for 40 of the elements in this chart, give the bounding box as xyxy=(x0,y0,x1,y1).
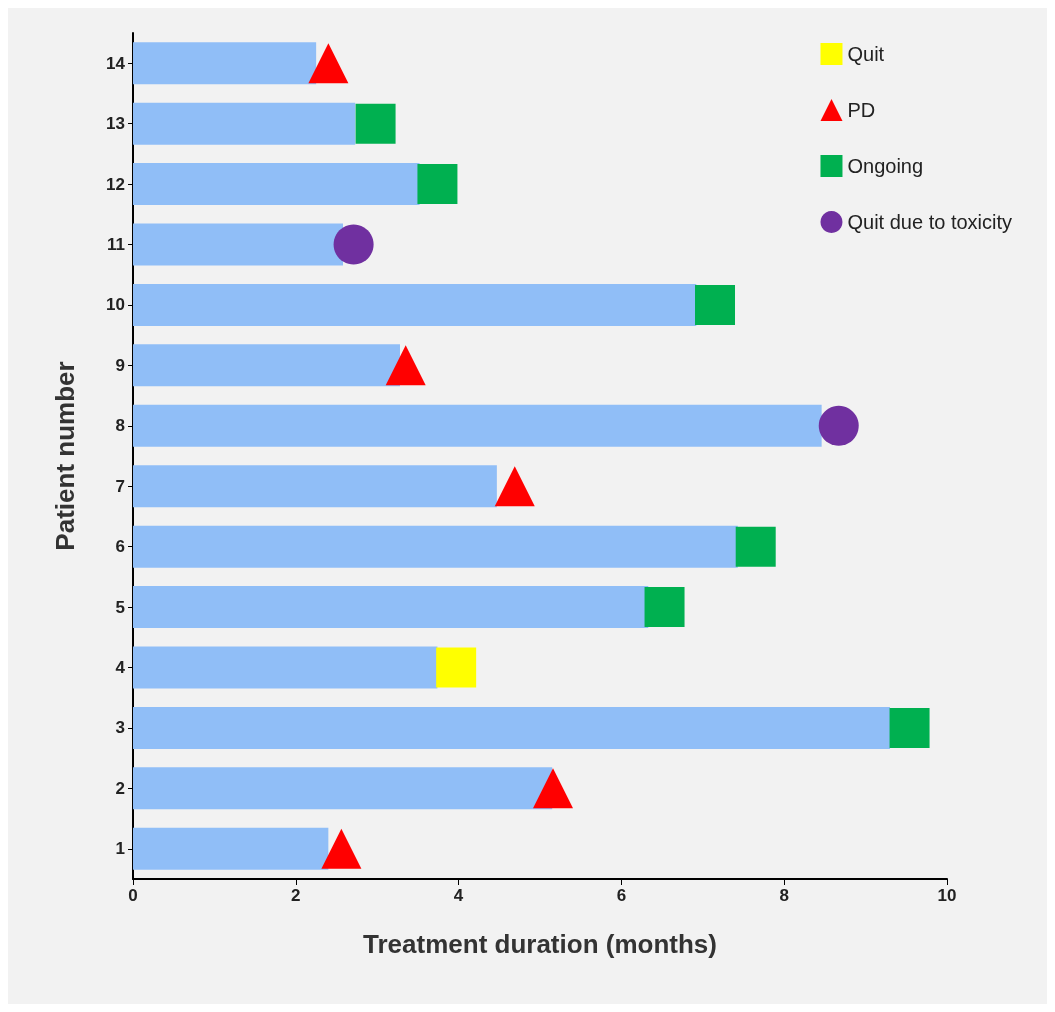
bar xyxy=(133,827,329,870)
bar xyxy=(133,525,738,568)
bar xyxy=(133,706,891,749)
y-tick-label: 8 xyxy=(115,416,125,436)
bar xyxy=(133,465,497,508)
y-tick-label: 1 xyxy=(115,839,125,859)
y-tick-label: 2 xyxy=(115,778,125,798)
y-tick-label: 3 xyxy=(115,718,125,738)
legend-label: Ongoing xyxy=(847,155,924,177)
bar xyxy=(133,42,317,85)
y-tick-label: 7 xyxy=(115,476,125,496)
y-tick-label: 5 xyxy=(115,597,125,617)
bar xyxy=(133,344,400,387)
bar xyxy=(133,223,344,266)
legend-label: PD xyxy=(847,99,876,121)
bar xyxy=(133,586,649,629)
x-tick-label: 10 xyxy=(937,886,957,905)
bar xyxy=(133,163,420,206)
y-tick-label: 12 xyxy=(106,174,125,194)
x-tick-label: 2 xyxy=(291,886,301,905)
legend-label: Quit due to toxicity xyxy=(847,211,1013,233)
x-tick-label: 6 xyxy=(616,886,627,905)
bar xyxy=(133,283,697,326)
x-tick-label: 8 xyxy=(779,886,789,905)
y-tick-label: 10 xyxy=(106,295,125,315)
bar xyxy=(133,767,553,810)
legend-label: Quit xyxy=(847,43,885,65)
y-tick-label: 11 xyxy=(107,235,125,254)
y-tick-label: 6 xyxy=(115,537,125,557)
y-axis-title: Patient number xyxy=(50,361,80,551)
x-axis-title: Treatment duration (months) xyxy=(363,929,717,959)
y-tick-label: 9 xyxy=(115,355,125,375)
bar xyxy=(133,102,356,145)
y-tick-label: 13 xyxy=(106,114,125,134)
y-tick-label: 14 xyxy=(106,53,126,73)
bar xyxy=(133,404,822,447)
x-tick-label: 0 xyxy=(128,886,138,905)
x-tick-label: 4 xyxy=(453,886,464,905)
y-tick-label: 4 xyxy=(115,658,126,677)
bar xyxy=(133,646,438,689)
